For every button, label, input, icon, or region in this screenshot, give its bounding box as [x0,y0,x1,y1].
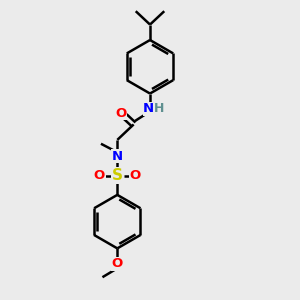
Text: N: N [112,150,123,163]
Text: O: O [130,169,141,182]
Text: O: O [112,257,123,270]
Text: O: O [94,169,105,182]
Text: N: N [143,103,154,116]
Text: S: S [112,168,123,183]
Text: O: O [116,106,127,120]
Text: H: H [154,103,165,116]
